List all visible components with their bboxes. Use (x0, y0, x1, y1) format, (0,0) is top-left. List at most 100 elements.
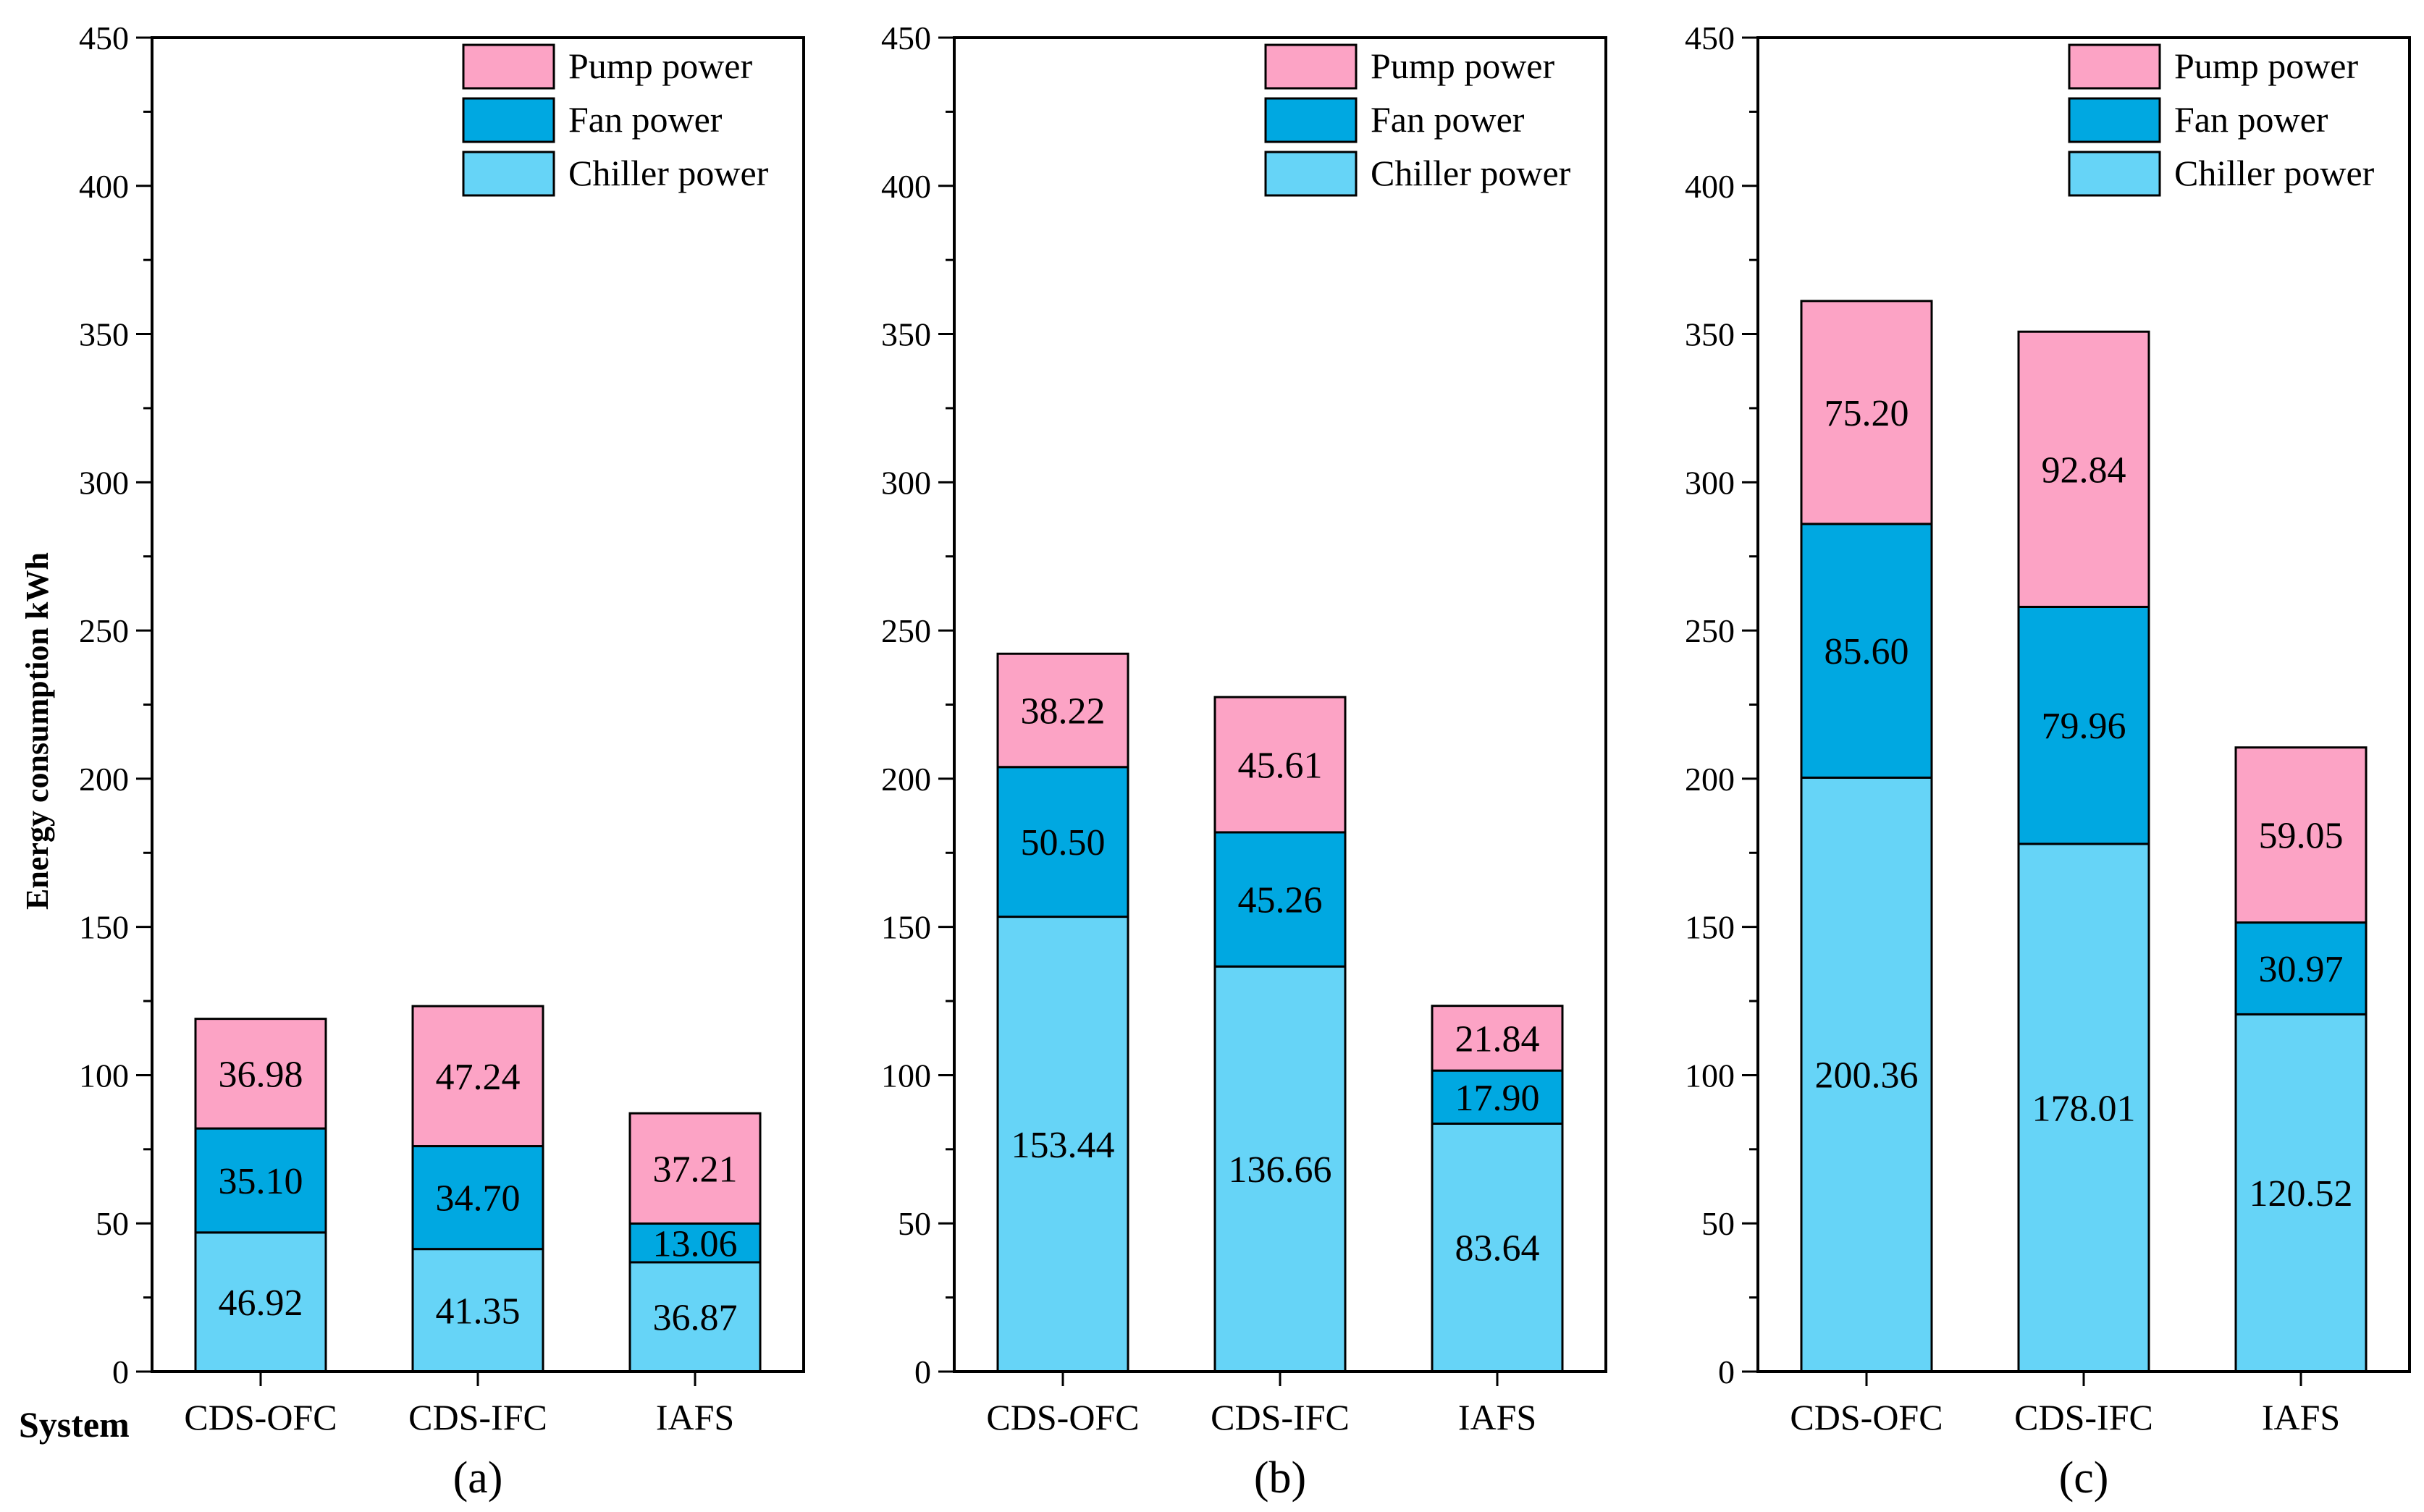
y-tick-label: 150 (1685, 909, 1735, 946)
x-tick-label: IAFS (1458, 1397, 1536, 1437)
plot-frame (953, 36, 1607, 1373)
bar-data-label: 120.52 (2250, 1173, 2353, 1215)
y-tick-label: 200 (881, 761, 931, 798)
bar-fan-power (411, 1145, 544, 1251)
legend-label: Fan power (568, 99, 723, 140)
legend-swatch-fan-power (2068, 97, 2161, 143)
bar-data-label: 45.61 (1238, 746, 1323, 787)
bar-data-label: 85.60 (1825, 631, 1909, 672)
chart-panel-3: 0 50 100 150 200 250 300 350 400 450 200.36 85.60 75… (1685, 20, 2411, 1503)
bar-data-label: 92.84 (2042, 449, 2126, 491)
bar-pump-power (1800, 300, 1933, 525)
x-tick-label: CDS-IFC (1211, 1397, 1350, 1437)
bar-data-label: 59.05 (2259, 816, 2344, 857)
y-tick-label: 200 (79, 761, 129, 798)
x-tick-label: CDS-OFC (1790, 1397, 1943, 1437)
y-tick-label: 200 (1685, 761, 1735, 798)
bar-data-label: 153.44 (1011, 1125, 1115, 1166)
legend-label: Pump power (2174, 46, 2359, 86)
bar-fan-power (1213, 831, 1347, 968)
x-tick-label: IAFS (656, 1397, 734, 1437)
bar-data-label: 79.96 (2042, 706, 2126, 747)
y-tick-label: 350 (1685, 316, 1735, 353)
y-tick-label: 150 (881, 909, 931, 946)
legend-label: Fan power (1371, 99, 1525, 140)
bar-data-label: 200.36 (1815, 1055, 1919, 1097)
legend-label: Chiller power (2174, 153, 2375, 193)
bar-chiller-power (628, 1261, 762, 1373)
y-axis-title: Energy consumption kWh (20, 552, 55, 910)
y-tick-label: 400 (79, 168, 129, 205)
bar-data-label: 178.01 (2032, 1088, 2136, 1129)
bar-data-label: 45.26 (1238, 880, 1323, 921)
x-tick-label: IAFS (2262, 1397, 2340, 1437)
y-tick-label: 450 (79, 20, 129, 56)
y-tick-label: 250 (881, 612, 931, 649)
bar-data-label: 83.64 (1455, 1228, 1540, 1270)
y-tick-label: 100 (79, 1057, 129, 1094)
panel-label: (b) (1254, 1453, 1306, 1503)
y-tick-label: 150 (79, 909, 129, 946)
bar-data-label: 13.06 (653, 1223, 738, 1264)
bar-data-label: 75.20 (1825, 393, 1909, 434)
legend-swatch-fan-power (1264, 97, 1358, 143)
y-tick-label: 0 (1718, 1353, 1735, 1390)
bar-data-label: 36.87 (653, 1297, 738, 1338)
y-tick-label: 450 (1685, 20, 1735, 56)
y-tick-label: 350 (881, 316, 931, 353)
bar-data-label: 41.35 (436, 1291, 521, 1332)
bar-data-label: 136.66 (1229, 1149, 1332, 1191)
bar-data-label: 47.24 (436, 1057, 521, 1098)
chart-panel-2: 0 50 100 150 200 250 300 350 400 450 153.44 50.50 38… (881, 20, 1607, 1503)
bar-fan-power (1800, 523, 1933, 779)
bar-pump-power (2017, 330, 2150, 608)
legend-swatch-chiller-power (462, 151, 555, 197)
legend-swatch-chiller-power (1264, 151, 1358, 197)
bar-pump-power (996, 652, 1129, 769)
bar-fan-power (194, 1127, 327, 1234)
bar-pump-power (1431, 1005, 1564, 1072)
legend-label: Chiller power (1371, 153, 1571, 193)
legend-swatch-pump-power (2068, 43, 2161, 90)
chart-panel-1: 0 50 100 150 200 250 300 350 400 450 46.92 35.10 36.… (79, 20, 805, 1503)
y-tick-label: 50 (96, 1205, 129, 1242)
legend-label: Pump power (1371, 46, 1555, 86)
y-tick-label: 400 (1685, 168, 1735, 205)
bar-data-label: 30.97 (2259, 949, 2344, 990)
y-tick-label: 100 (1685, 1057, 1735, 1094)
bar-pump-power (411, 1005, 544, 1148)
y-tick-label: 300 (1685, 464, 1735, 501)
legend-swatch-fan-power (462, 97, 555, 143)
y-tick-label: 450 (881, 20, 931, 56)
bar-pump-power (2234, 746, 2368, 924)
plot-frame (151, 36, 805, 1373)
y-tick-label: 350 (79, 316, 129, 353)
y-tick-label: 50 (898, 1205, 931, 1242)
legend-swatch-pump-power (462, 43, 555, 90)
y-tick-label: 0 (914, 1353, 931, 1390)
legend-label: Pump power (568, 46, 753, 86)
y-tick-label: 250 (79, 612, 129, 649)
x-axis-title: System (19, 1404, 130, 1445)
y-tick-label: 100 (881, 1057, 931, 1094)
bar-fan-power (1431, 1069, 1564, 1125)
bar-data-label: 36.98 (219, 1054, 303, 1095)
x-tick-label: CDS-IFC (2014, 1397, 2153, 1437)
y-tick-label: 300 (881, 464, 931, 501)
y-tick-label: 0 (112, 1353, 129, 1390)
y-tick-label: 300 (79, 464, 129, 501)
bar-data-label: 34.70 (436, 1178, 521, 1220)
plot-frame (1756, 36, 2411, 1373)
bar-fan-power (2234, 921, 2368, 1015)
bar-data-label: 46.92 (219, 1283, 303, 1324)
bar-data-label: 37.21 (653, 1149, 738, 1190)
x-tick-label: CDS-OFC (184, 1397, 337, 1437)
bar-data-label: 50.50 (1021, 822, 1106, 863)
y-tick-label: 50 (1701, 1205, 1735, 1242)
bar-chiller-power (1431, 1122, 1564, 1373)
legend-label: Chiller power (568, 153, 769, 193)
bar-chiller-power (411, 1248, 544, 1373)
bar-pump-power (194, 1018, 327, 1130)
bar-data-label: 21.84 (1455, 1018, 1540, 1060)
